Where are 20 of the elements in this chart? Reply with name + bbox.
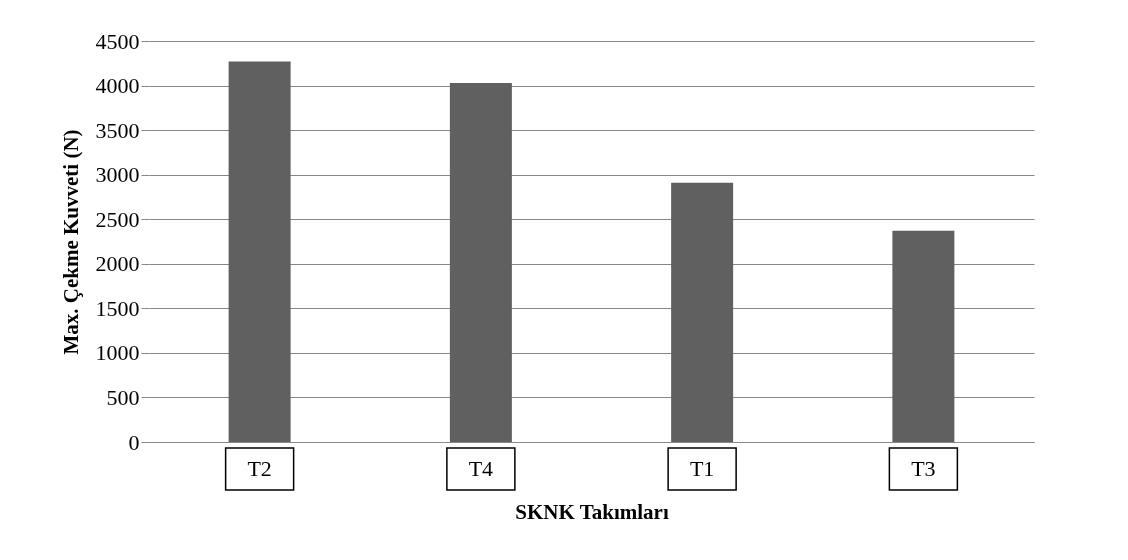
y-tick-label: 2500 <box>95 206 140 232</box>
x-tick-label: T1 <box>689 455 715 481</box>
y-tick-label: 3500 <box>95 117 140 143</box>
bar <box>671 182 734 442</box>
y-tick-label: 2000 <box>95 251 140 277</box>
y-axis-title: Max. Çekme Kuvveti (N) <box>58 129 83 355</box>
bar <box>449 82 512 442</box>
bar <box>228 61 291 442</box>
x-axis-title: SKNK Takımları <box>515 499 669 524</box>
x-tick-label: T3 <box>911 455 936 481</box>
y-tick-label: 500 <box>106 384 140 410</box>
y-tick-label: 4000 <box>95 73 140 99</box>
bar <box>892 230 955 442</box>
x-tick-label: T4 <box>468 455 494 481</box>
y-tick-label: 4500 <box>95 28 140 54</box>
x-tick-label: T2 <box>247 455 272 481</box>
y-tick-label: 1500 <box>95 295 140 321</box>
y-tick-label: 0 <box>128 429 140 455</box>
y-tick-label: 1000 <box>95 340 140 366</box>
y-tick-label: 3000 <box>95 162 140 188</box>
